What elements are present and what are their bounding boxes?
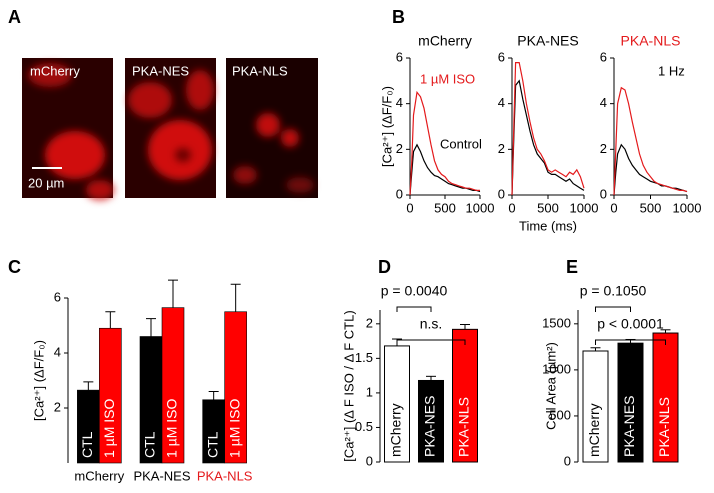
micrograph: PKA-NES <box>125 58 216 198</box>
bar <box>384 345 410 463</box>
y-axis-label: [Ca²⁺] (ΔF/F₀) <box>379 86 394 167</box>
x-tick-label: mCherry <box>74 468 124 483</box>
y-tick-label: 6 <box>396 49 403 64</box>
line-series <box>409 90 480 196</box>
x-tick-label: PKA-NES <box>133 468 190 483</box>
micrograph: mCherry 20 µm <box>22 58 114 200</box>
y-tick-label: 0 <box>600 186 607 201</box>
y-axis-label: [Ca²⁺] (ΔF/F₀) <box>31 340 46 421</box>
panel-label: E <box>566 257 578 277</box>
x-tick-label: PKA-NES <box>621 396 637 457</box>
annotation: 1 Hz <box>658 63 685 78</box>
panel-label: D <box>378 257 391 277</box>
x-tick-label: 0 <box>508 200 515 215</box>
bar <box>418 379 444 463</box>
x-tick-label: 0 <box>610 200 617 215</box>
image-label: PKA-NES <box>132 63 189 78</box>
y-tick-label: 2 <box>396 141 403 156</box>
bar-label: 1 µM ISO <box>164 398 180 458</box>
bar-label: 1 µM ISO <box>101 398 117 458</box>
x-tick-label: mCherry <box>388 403 404 457</box>
bar <box>617 342 644 463</box>
y-tick-label: 0.5 <box>355 419 373 434</box>
x-tick-label: 1000 <box>466 200 495 215</box>
image-label: mCherry <box>30 63 80 78</box>
y-tick-label: 2 <box>498 141 505 156</box>
y-tick-label: 2 <box>54 399 61 414</box>
x-axis-label: Time (ms) <box>519 218 577 233</box>
x-tick-label: 1000 <box>570 200 599 215</box>
line-series <box>613 86 688 196</box>
panel-label: C <box>8 257 21 277</box>
x-tick-label: PKA-NLS <box>197 468 253 483</box>
y-tick-label: 2 <box>600 141 607 156</box>
y-tick-label: 0 <box>366 453 373 468</box>
line-series <box>613 143 688 196</box>
chart-title: PKA-NES <box>517 33 578 49</box>
y-tick-label: 6 <box>498 49 505 64</box>
y-tick-label: 1 <box>366 384 373 399</box>
y-tick-label: 1000 <box>542 361 571 376</box>
image-label: PKA-NLS <box>232 63 288 78</box>
panel-label: A <box>8 7 21 27</box>
panel-label: B <box>392 7 405 27</box>
line-series <box>409 143 481 196</box>
y-tick-label: 2 <box>366 315 373 330</box>
bar-label: CTL <box>142 431 158 458</box>
y-axis-label: [Ca²⁺] (Δ F ISO / Δ F CTL) <box>341 310 356 461</box>
legend-label: Control <box>440 136 482 151</box>
y-tick-label: 6 <box>54 289 61 304</box>
legend-label: 1 µM ISO <box>420 71 475 86</box>
significance-label: p = 0.1050 <box>580 283 647 299</box>
y-tick-label: 4 <box>396 95 403 110</box>
y-tick-label: 1500 <box>542 315 571 330</box>
x-tick-label: 0 <box>406 200 413 215</box>
x-tick-label: 500 <box>537 200 559 215</box>
y-tick-label: 4 <box>600 95 607 110</box>
x-tick-label: PKA-NLS <box>656 397 672 457</box>
line-series <box>511 62 585 196</box>
x-tick-label: mCherry <box>586 403 602 457</box>
x-tick-label: 500 <box>434 200 456 215</box>
significance-bracket <box>595 306 631 312</box>
significance-label: n.s. <box>420 316 443 332</box>
y-tick-label: 0 <box>396 186 403 201</box>
y-tick-label: 4 <box>54 344 61 359</box>
y-tick-label: 0 <box>498 186 505 201</box>
significance-bracket <box>595 339 666 345</box>
chart-title: mCherry <box>418 33 472 49</box>
chart-title: PKA-NLS <box>621 33 681 49</box>
x-tick-label: 500 <box>640 200 662 215</box>
y-tick-label: 4 <box>498 95 505 110</box>
bar-label: CTL <box>204 431 220 458</box>
scale-bar-label: 20 µm <box>28 175 64 190</box>
y-axis-label: Cell Area (µm²) <box>543 342 558 430</box>
significance-bracket <box>396 306 432 312</box>
bar <box>652 332 679 463</box>
bar-label: 1 µM ISO <box>226 398 242 458</box>
bar <box>452 328 478 463</box>
x-tick-label: PKA-NLS <box>456 397 472 457</box>
significance-label: p < 0.0001 <box>597 316 664 332</box>
y-tick-label: 0 <box>564 453 571 468</box>
significance-label: p = 0.0040 <box>381 283 448 299</box>
x-tick-label: 1000 <box>673 200 702 215</box>
y-tick-label: 500 <box>549 407 571 422</box>
y-tick-label: 6 <box>600 49 607 64</box>
line-series <box>511 79 585 196</box>
y-tick-label: 1.5 <box>355 350 373 365</box>
bar-label: CTL <box>79 431 95 458</box>
micrograph: PKA-NLS <box>226 58 318 198</box>
x-tick-label: PKA-NES <box>422 396 438 457</box>
significance-bracket <box>396 339 466 345</box>
